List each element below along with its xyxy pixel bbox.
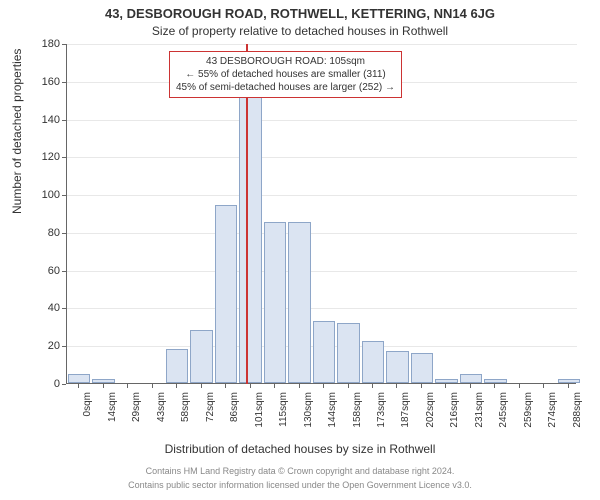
y-tick-label: 60 (0, 265, 60, 277)
x-tick-label: 101sqm (254, 392, 265, 428)
x-tick-label: 173sqm (376, 392, 387, 428)
x-tick-mark (127, 384, 128, 388)
y-tick-label: 40 (0, 302, 60, 314)
histogram-bar (68, 374, 91, 383)
histogram-bar (239, 69, 262, 383)
annotation-box: 43 DESBOROUGH ROAD: 105sqm← 55% of detac… (169, 51, 402, 98)
y-tick-mark (62, 82, 66, 83)
histogram-bar (337, 323, 360, 383)
x-tick-label: 72sqm (205, 392, 216, 422)
histogram-bar (558, 379, 581, 383)
x-tick-mark (323, 384, 324, 388)
histogram-bar (411, 353, 434, 383)
grid-line (67, 271, 577, 272)
x-tick-label: 144sqm (327, 392, 338, 428)
histogram-bar (362, 341, 385, 383)
grid-line (67, 120, 577, 121)
x-tick-mark (543, 384, 544, 388)
histogram-bar (92, 379, 115, 383)
y-tick-label: 0 (0, 378, 60, 390)
grid-line (67, 195, 577, 196)
y-tick-mark (62, 157, 66, 158)
y-tick-mark (62, 44, 66, 45)
x-tick-mark (445, 384, 446, 388)
x-tick-mark (348, 384, 349, 388)
x-tick-label: 187sqm (400, 392, 411, 428)
x-tick-label: 158sqm (352, 392, 363, 428)
annotation-line: 45% of semi-detached houses are larger (… (176, 81, 395, 94)
x-tick-mark (78, 384, 79, 388)
histogram-bar (215, 205, 238, 383)
property-size-histogram: 43, DESBOROUGH ROAD, ROTHWELL, KETTERING… (0, 0, 600, 500)
histogram-bar (313, 321, 336, 383)
x-tick-mark (519, 384, 520, 388)
grid-line (67, 44, 577, 45)
copyright-line-2: Contains public sector information licen… (0, 480, 600, 490)
y-tick-label: 100 (0, 189, 60, 201)
histogram-bar (190, 330, 213, 383)
x-tick-label: 86sqm (229, 392, 240, 422)
y-tick-label: 20 (0, 340, 60, 352)
x-tick-label: 43sqm (156, 392, 167, 422)
plot-area: 43 DESBOROUGH ROAD: 105sqm← 55% of detac… (66, 44, 576, 384)
histogram-bar (484, 379, 507, 383)
x-tick-label: 216sqm (449, 392, 460, 428)
histogram-bar (166, 349, 189, 383)
y-tick-label: 140 (0, 114, 60, 126)
y-tick-label: 80 (0, 227, 60, 239)
chart-title-sub: Size of property relative to detached ho… (0, 24, 600, 38)
annotation-line: 43 DESBOROUGH ROAD: 105sqm (176, 55, 395, 68)
chart-title-main: 43, DESBOROUGH ROAD, ROTHWELL, KETTERING… (0, 6, 600, 21)
histogram-bar (386, 351, 409, 383)
x-tick-label: 274sqm (547, 392, 558, 428)
x-axis-label: Distribution of detached houses by size … (0, 442, 600, 456)
histogram-bar (435, 379, 458, 383)
x-tick-mark (250, 384, 251, 388)
x-tick-label: 29sqm (131, 392, 142, 422)
y-tick-mark (62, 120, 66, 121)
x-tick-label: 0sqm (82, 392, 93, 416)
y-tick-label: 120 (0, 151, 60, 163)
y-tick-mark (62, 271, 66, 272)
x-tick-mark (201, 384, 202, 388)
x-tick-label: 130sqm (303, 392, 314, 428)
x-tick-mark (372, 384, 373, 388)
grid-line (67, 157, 577, 158)
x-tick-mark (470, 384, 471, 388)
grid-line (67, 233, 577, 234)
histogram-bar (264, 222, 287, 383)
annotation-line: ← 55% of detached houses are smaller (31… (176, 68, 395, 81)
x-tick-mark (494, 384, 495, 388)
x-tick-label: 245sqm (498, 392, 509, 428)
y-tick-mark (62, 384, 66, 385)
x-tick-label: 115sqm (278, 392, 289, 427)
x-tick-mark (299, 384, 300, 388)
grid-line (67, 308, 577, 309)
x-tick-label: 288sqm (572, 392, 583, 428)
x-tick-label: 202sqm (425, 392, 436, 428)
x-tick-mark (396, 384, 397, 388)
copyright-line-1: Contains HM Land Registry data © Crown c… (0, 466, 600, 476)
y-tick-label: 180 (0, 38, 60, 50)
x-tick-mark (152, 384, 153, 388)
x-tick-mark (103, 384, 104, 388)
x-tick-mark (568, 384, 569, 388)
histogram-bar (288, 222, 311, 383)
y-tick-mark (62, 308, 66, 309)
y-tick-mark (62, 195, 66, 196)
x-tick-label: 58sqm (180, 392, 191, 422)
x-tick-label: 231sqm (474, 392, 485, 428)
y-tick-label: 160 (0, 76, 60, 88)
x-tick-mark (176, 384, 177, 388)
x-tick-mark (421, 384, 422, 388)
x-tick-label: 14sqm (107, 392, 118, 422)
histogram-bar (460, 374, 483, 383)
y-tick-mark (62, 233, 66, 234)
x-tick-mark (274, 384, 275, 388)
x-tick-mark (225, 384, 226, 388)
x-tick-label: 259sqm (523, 392, 534, 428)
y-tick-mark (62, 346, 66, 347)
